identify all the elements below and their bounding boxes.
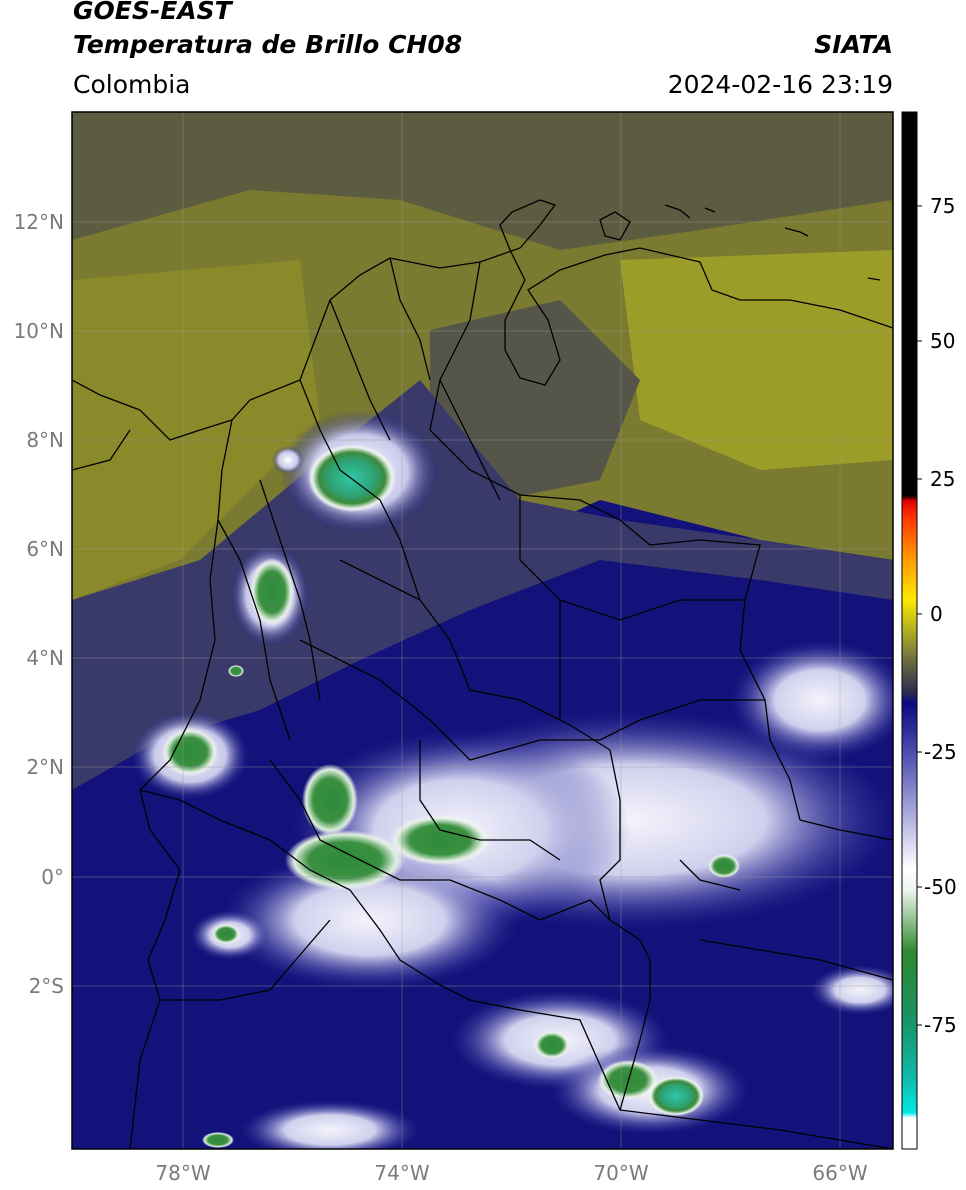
lon-label: 78°W	[155, 1161, 210, 1185]
lat-label: 2°N	[26, 755, 64, 779]
lat-label: 4°N	[26, 646, 64, 670]
lon-label: 74°W	[374, 1161, 429, 1185]
satellite-title: GOES-EAST	[73, 0, 232, 25]
map-gridlines	[72, 112, 893, 1149]
lat-label: 8°N	[26, 428, 64, 452]
lat-label: 2°S	[29, 974, 64, 998]
colorbar-tick: 25	[930, 467, 955, 491]
satellite-imagery	[72, 112, 893, 1149]
lon-label: 70°W	[593, 1161, 648, 1185]
map-frame	[71, 111, 894, 1150]
colorbar-tick: -50	[924, 875, 957, 899]
colorbar: 75 50 25 0 -25 -50 -75	[901, 111, 957, 1150]
lat-label: 6°N	[26, 537, 64, 561]
product-title: Temperatura de Brillo CH08	[73, 30, 463, 59]
lat-label: 12°N	[14, 210, 64, 234]
country-boundaries	[72, 199, 893, 1149]
region-label: Colombia	[73, 70, 191, 99]
lon-label: 66°W	[812, 1161, 867, 1185]
latitude-labels: 12°N 10°N 8°N 6°N 4°N 2°N 0° 2°S	[14, 210, 64, 998]
timestamp-label: 2024-02-16 23:19	[667, 70, 893, 99]
lat-label: 10°N	[14, 319, 64, 343]
brand-label: SIATA	[814, 30, 893, 59]
colorbar-tick: 50	[930, 329, 955, 353]
colorbar-tick: 75	[930, 194, 955, 218]
lat-label: 0°	[41, 865, 64, 889]
colorbar-tick: -25	[924, 740, 957, 764]
colorbar-tick: 0	[930, 602, 943, 626]
colorbar-scale	[901, 111, 918, 1150]
longitude-labels: 78°W 74°W 70°W 66°W	[155, 1161, 867, 1185]
colorbar-tick: -75	[924, 1013, 957, 1037]
